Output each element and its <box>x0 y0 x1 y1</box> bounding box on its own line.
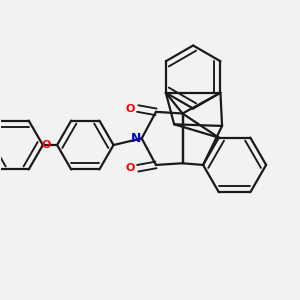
Text: O: O <box>126 163 135 173</box>
Text: O: O <box>126 103 135 113</box>
Text: N: N <box>131 132 142 145</box>
Text: O: O <box>41 140 51 150</box>
